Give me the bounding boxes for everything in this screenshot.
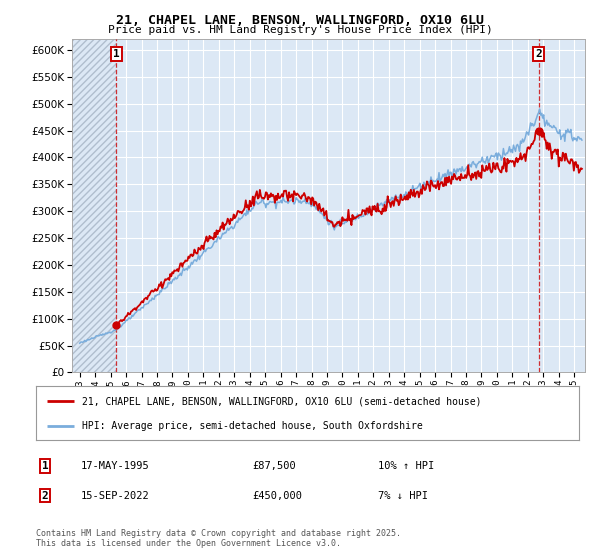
Text: HPI: Average price, semi-detached house, South Oxfordshire: HPI: Average price, semi-detached house,… bbox=[82, 421, 423, 431]
Text: 1: 1 bbox=[41, 461, 49, 471]
Text: 2: 2 bbox=[41, 491, 49, 501]
Text: Price paid vs. HM Land Registry's House Price Index (HPI): Price paid vs. HM Land Registry's House … bbox=[107, 25, 493, 35]
Text: 21, CHAPEL LANE, BENSON, WALLINGFORD, OX10 6LU: 21, CHAPEL LANE, BENSON, WALLINGFORD, OX… bbox=[116, 14, 484, 27]
Text: 17-MAY-1995: 17-MAY-1995 bbox=[81, 461, 150, 471]
Text: 15-SEP-2022: 15-SEP-2022 bbox=[81, 491, 150, 501]
Text: £450,000: £450,000 bbox=[252, 491, 302, 501]
Text: 10% ↑ HPI: 10% ↑ HPI bbox=[378, 461, 434, 471]
Polygon shape bbox=[72, 39, 116, 372]
Text: £87,500: £87,500 bbox=[252, 461, 296, 471]
Text: Contains HM Land Registry data © Crown copyright and database right 2025.
This d: Contains HM Land Registry data © Crown c… bbox=[36, 529, 401, 548]
Text: 2: 2 bbox=[535, 49, 542, 59]
Text: 7% ↓ HPI: 7% ↓ HPI bbox=[378, 491, 428, 501]
Text: 21, CHAPEL LANE, BENSON, WALLINGFORD, OX10 6LU (semi-detached house): 21, CHAPEL LANE, BENSON, WALLINGFORD, OX… bbox=[82, 396, 482, 407]
Text: 1: 1 bbox=[113, 49, 120, 59]
